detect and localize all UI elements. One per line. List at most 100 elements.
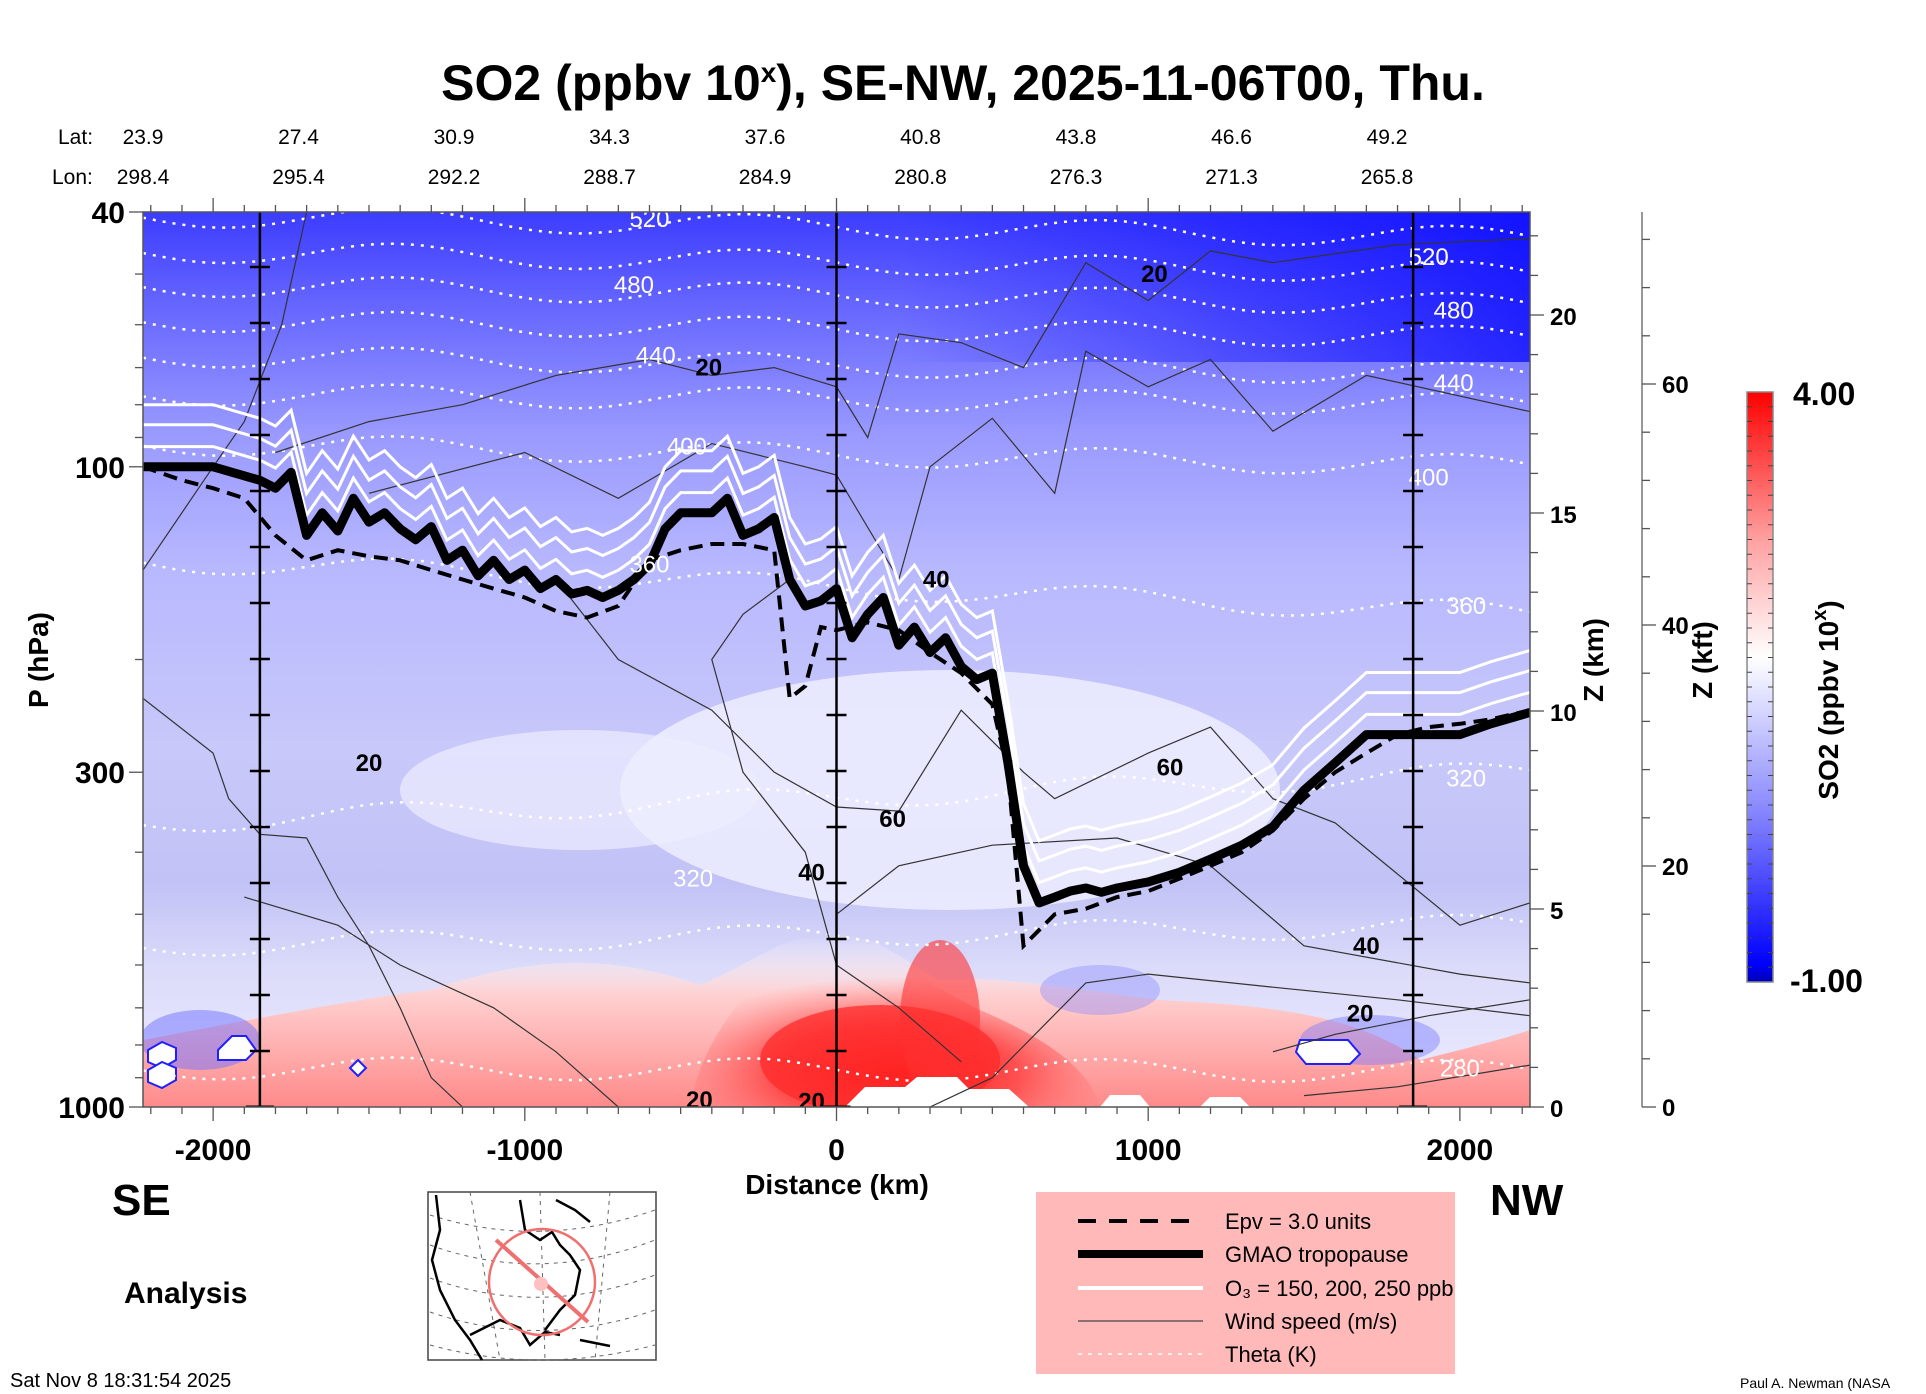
x-tick-label: -2000	[175, 1134, 252, 1167]
z-kft-tick-label: 20	[1662, 854, 1689, 881]
gmao-tropopause-line	[143, 462, 1530, 908]
y-tick-label: 100	[75, 452, 125, 485]
location-map-inset	[427, 1191, 657, 1361]
colorbar-min-label: -1.00	[1790, 963, 1863, 999]
se-direction-label: SE	[112, 1176, 171, 1225]
legend: Epv = 3.0 units GMAO tropopause O₃ = 150…	[1036, 1192, 1455, 1374]
lon-value: 295.4	[272, 166, 325, 189]
wind-speed-contour	[368, 350, 1530, 582]
wind-speed-label: 20	[356, 750, 383, 777]
theta-label: 480	[614, 272, 654, 299]
lat-value: 46.6	[1211, 126, 1252, 149]
y-axis-label: P (hPa)	[23, 612, 54, 708]
lat-value: 23.9	[123, 126, 164, 149]
ozone-contour	[143, 403, 1530, 843]
lon-value: 271.3	[1205, 166, 1258, 189]
lat-value: 40.8	[900, 126, 941, 149]
theta-label: 280	[1440, 1055, 1480, 1082]
wind-speed-label: 60	[879, 806, 906, 833]
so2-field: 520480440400360320520480440400360320280 …	[143, 206, 1530, 1115]
center-marker	[534, 1277, 548, 1291]
wind-speed-label: 20	[686, 1087, 713, 1114]
z-km-tick-label: 20	[1550, 304, 1577, 331]
theta-label: 400	[667, 434, 707, 461]
chart-title: SO2 (ppbv 10x), SE-NW, 2025-11-06T00, Th…	[441, 55, 1485, 111]
region-circle	[487, 1227, 597, 1337]
z-kft-tick-label: 40	[1662, 613, 1689, 640]
wind-speed-label: 20	[1347, 1001, 1374, 1028]
theta-label: 320	[1446, 766, 1486, 793]
lon-value: 280.8	[894, 166, 947, 189]
theta-label: 400	[1409, 465, 1449, 492]
theta-label: 520	[629, 206, 669, 233]
y-axis-z-kft: 0 20 40 60	[1641, 212, 1689, 1122]
nw-direction-label: NW	[1490, 1176, 1564, 1225]
theta-label: 480	[1434, 297, 1474, 324]
z-km-tick-label: 10	[1550, 700, 1577, 727]
wind-speed-contour	[711, 579, 962, 1063]
wind-speed-contour	[836, 837, 1530, 984]
y-tick-label: 300	[75, 757, 125, 790]
x-tick-label: -1000	[486, 1134, 563, 1167]
coastline	[430, 1194, 611, 1361]
timestamp: Sat Nov 8 18:31:54 2025	[10, 1370, 231, 1392]
wind-speed-label: 40	[1353, 933, 1380, 960]
y-axis-z-km: 0 5 10 15 20	[1530, 235, 1577, 1123]
z-kft-axis-label: Z (kft)	[1687, 621, 1718, 699]
lat-value: 43.8	[1056, 126, 1097, 149]
lat-value: 37.6	[745, 126, 786, 149]
legend-epv-label: Epv = 3.0 units	[1225, 1209, 1371, 1234]
legend-o3-label: O₃ = 150, 200, 250 ppb	[1225, 1276, 1454, 1301]
lat-value: 30.9	[434, 126, 475, 149]
lat-label: Lat:	[58, 126, 93, 149]
legend-theta-label: Theta (K)	[1225, 1342, 1317, 1367]
legend-box	[1036, 1192, 1455, 1374]
lon-value: 276.3	[1050, 166, 1103, 189]
z-km-tick-label: 0	[1550, 1096, 1563, 1123]
lat-value: 27.4	[278, 126, 319, 149]
analysis-label: Analysis	[124, 1277, 247, 1310]
lon-value: 288.7	[583, 166, 636, 189]
wind-speed-label: 60	[1157, 755, 1184, 782]
lat-value: 49.2	[1367, 126, 1408, 149]
wind-speed-label: 40	[923, 567, 950, 594]
wind-speed-label: 20	[798, 1088, 825, 1115]
theta-label: 360	[629, 551, 669, 578]
wind-speed-contour	[143, 212, 308, 571]
legend-tropopause-label: GMAO tropopause	[1225, 1242, 1408, 1267]
z-kft-tick-label: 60	[1662, 372, 1689, 399]
x-axis-label: Distance (km)	[745, 1169, 929, 1200]
colorbar-max-label: 4.00	[1793, 376, 1855, 412]
wind-speed-contour	[1272, 999, 1530, 1053]
theta-label: 440	[636, 342, 676, 369]
y-tick-label: 40	[92, 197, 125, 230]
wind-speed-label: 40	[798, 859, 825, 886]
wind-speed-contour	[143, 697, 463, 1107]
z-kft-tick-label: 0	[1662, 1095, 1675, 1122]
wind-speed-label: 20	[695, 355, 722, 382]
ozone-contour	[143, 423, 1530, 863]
colorbar: 4.00 -1.00 SO2 (ppbv 10x)	[1746, 376, 1863, 999]
theta-label: 440	[1434, 370, 1474, 397]
z-km-tick-label: 15	[1550, 502, 1577, 529]
legend-wind-label: Wind speed (m/s)	[1225, 1309, 1397, 1334]
wind-speed-contour	[555, 579, 1530, 926]
lon-value: 298.4	[117, 166, 170, 189]
lon-value: 265.8	[1361, 166, 1414, 189]
lon-value: 284.9	[739, 166, 792, 189]
theta-label: 320	[673, 866, 713, 893]
wind-speed-contour	[929, 973, 1530, 1107]
lat-value: 34.3	[589, 126, 630, 149]
ozone-contour	[143, 445, 1530, 885]
x-tick-label: 0	[828, 1134, 845, 1167]
wind-speed-contour	[1303, 1064, 1530, 1097]
y-axis-pressure: 40 100 300 1000	[58, 197, 143, 1125]
theta-label: 360	[1446, 593, 1486, 620]
credit: Paul A. Newman (NASA	[1740, 1375, 1891, 1391]
wind-speed-label: 20	[1141, 261, 1168, 288]
lon-value: 292.2	[428, 166, 481, 189]
x-axis: -2000 -1000 0 1000 2000	[150, 198, 1523, 1167]
x-tick-label: 1000	[1115, 1134, 1182, 1167]
y-tick-label: 1000	[58, 1092, 125, 1125]
